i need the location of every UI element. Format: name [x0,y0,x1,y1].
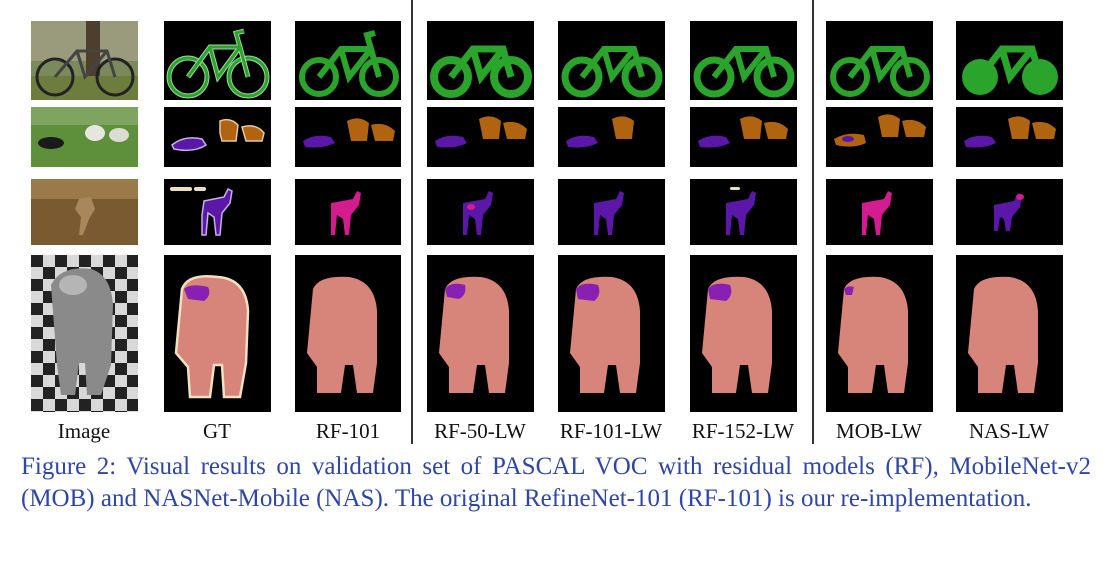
column-label-rf101lw: RF-101-LW [559,419,663,443]
naslw-dogs [956,107,1063,167]
rf101lw-deer [558,179,665,245]
rf152lw-dogs [690,107,797,167]
column-label-image: Image [57,419,111,443]
column-label-naslw: NAS-LW [968,419,1050,443]
figure-caption: Figure 2: Visual results on validation s… [21,453,1091,512]
gt-deer [164,179,271,245]
naslw-person [956,255,1063,412]
rf50lw-deer [427,179,534,245]
moblw-person [826,255,933,412]
separator-right [812,0,814,444]
rf152lw-person [690,255,797,412]
naslw-bicycle [956,21,1063,100]
rf101-bicycle [295,21,401,100]
gt-dogs [164,107,271,167]
rf101-person [295,255,401,412]
rf101lw-dogs [558,107,665,167]
moblw-bicycle [826,21,933,100]
rf50lw-dogs [427,107,534,167]
gt-person [164,255,271,412]
rf152lw-deer [690,179,797,245]
moblw-deer [826,179,933,245]
column-label-rf101: RF-101 [315,419,381,443]
column-label-gt: GT [203,419,231,443]
rf101-dogs [295,107,401,167]
column-label-moblw: MOB-LW [836,419,922,443]
naslw-deer [956,179,1063,245]
image-deer [31,179,138,245]
rf152lw-bicycle [690,21,797,100]
image-bicycle [31,21,138,100]
rf50lw-person [427,255,534,412]
moblw-dogs [826,107,933,167]
image-dogs [31,107,138,167]
separator-left [411,0,413,444]
rf50lw-bicycle [427,21,534,100]
image-person [31,255,138,412]
rf101lw-bicycle [558,21,665,100]
rf101-deer [295,179,401,245]
rf101lw-person [558,255,665,412]
column-label-rf152lw: RF-152-LW [691,419,795,443]
gt-bicycle [164,21,271,100]
column-label-rf50lw: RF-50-LW [434,419,526,443]
